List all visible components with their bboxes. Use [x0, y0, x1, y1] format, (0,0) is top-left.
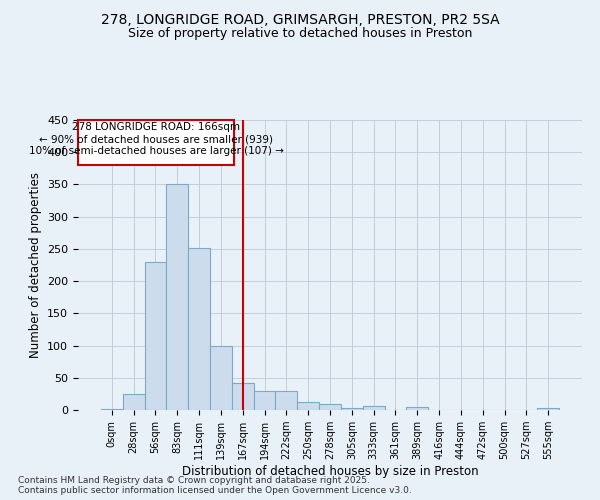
- Bar: [363, 406, 385, 410]
- Text: 278 LONGRIDGE ROAD: 166sqm
← 90% of detached houses are smaller (939)
10% of sem: 278 LONGRIDGE ROAD: 166sqm ← 90% of deta…: [29, 122, 283, 156]
- Text: Size of property relative to detached houses in Preston: Size of property relative to detached ho…: [128, 28, 472, 40]
- Bar: [406, 408, 428, 410]
- Bar: [275, 390, 297, 410]
- Bar: [254, 390, 275, 410]
- Bar: [537, 408, 559, 410]
- Bar: [101, 408, 123, 410]
- Bar: [232, 383, 254, 410]
- Y-axis label: Number of detached properties: Number of detached properties: [29, 172, 41, 358]
- Bar: [166, 184, 188, 410]
- Text: Contains HM Land Registry data © Crown copyright and database right 2025.
Contai: Contains HM Land Registry data © Crown c…: [18, 476, 412, 495]
- Bar: [188, 248, 210, 410]
- Text: 278, LONGRIDGE ROAD, GRIMSARGH, PRESTON, PR2 5SA: 278, LONGRIDGE ROAD, GRIMSARGH, PRESTON,…: [101, 12, 499, 26]
- Bar: [341, 408, 363, 410]
- Bar: [210, 346, 232, 410]
- X-axis label: Distribution of detached houses by size in Preston: Distribution of detached houses by size …: [182, 465, 478, 478]
- Bar: [123, 394, 145, 410]
- Bar: [297, 402, 319, 410]
- Bar: [145, 262, 166, 410]
- Bar: [319, 404, 341, 410]
